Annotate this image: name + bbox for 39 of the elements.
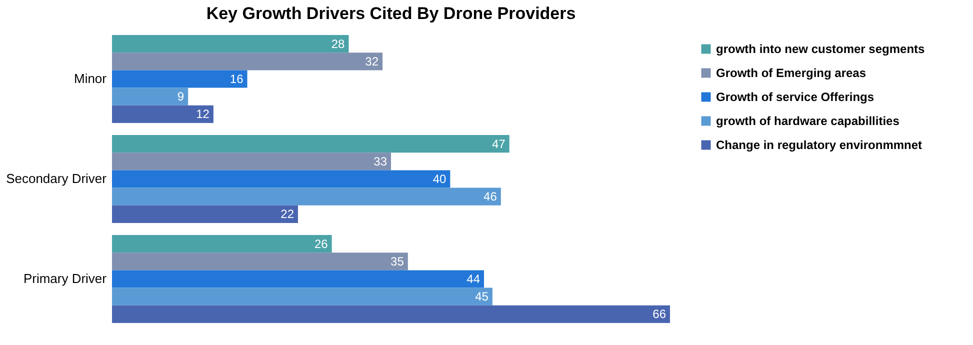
data-label: 46 [484, 190, 498, 204]
legend-label: Growth of service Offerings [716, 90, 874, 104]
data-label: 28 [331, 36, 346, 51]
bar [112, 170, 450, 188]
bar [112, 270, 484, 288]
data-label: 45 [475, 290, 489, 304]
legend-label: Change in regulatory environmmnet [716, 138, 922, 152]
data-label: 22 [280, 207, 294, 222]
legend-label: growth into new customer segments [716, 42, 926, 56]
bar [112, 135, 510, 153]
data-label: 66 [652, 307, 666, 322]
y-tick-label: Minor [74, 71, 108, 86]
data-label: 12 [196, 107, 210, 122]
chart-title: Key Growth Drivers Cited By Drone Providers [206, 4, 576, 23]
bar [112, 88, 188, 106]
bar [112, 70, 248, 88]
bar [112, 35, 349, 53]
bar [112, 305, 670, 323]
data-label: 33 [374, 154, 388, 168]
bar [112, 252, 408, 270]
y-tick-label: Primary Driver [23, 271, 108, 286]
data-label: 9 [177, 90, 184, 104]
data-label: 16 [230, 72, 244, 86]
bar [112, 152, 391, 170]
bar [112, 52, 383, 70]
data-label: 26 [314, 236, 328, 251]
legend-label: growth of hardware capabillities [716, 114, 900, 128]
data-label: 44 [466, 272, 480, 286]
legend-label: Growth of Emerging areas [716, 66, 866, 80]
bar [112, 288, 492, 306]
bar [112, 105, 214, 123]
data-label: 40 [432, 172, 446, 186]
data-label: 47 [492, 136, 506, 151]
data-label: 35 [390, 254, 404, 268]
bar [112, 188, 501, 206]
y-tick-label: Secondary Driver [6, 171, 108, 186]
bar [112, 235, 332, 253]
bar [112, 205, 298, 223]
data-label: 32 [365, 54, 379, 68]
